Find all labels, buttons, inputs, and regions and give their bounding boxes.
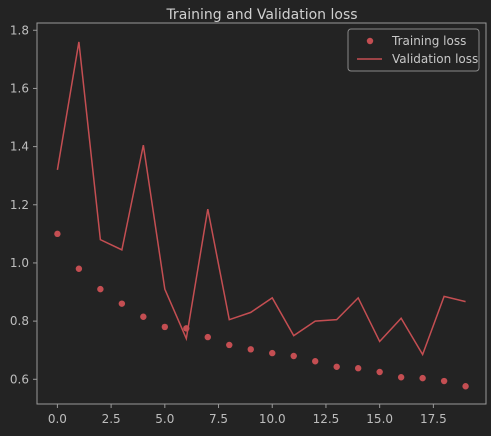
- x-tick-label: 17.5: [420, 412, 447, 426]
- data-point-training-loss: [440, 377, 448, 385]
- data-point-training-loss: [354, 365, 362, 372]
- plot-frame: [36, 22, 487, 405]
- data-point-training-loss: [226, 341, 233, 349]
- legend-marker-training-loss: [366, 37, 374, 45]
- x-tick-label: 15.0: [366, 412, 393, 426]
- legend-label-validation-loss: Validation loss: [392, 52, 478, 66]
- x-tick-label: 5.0: [155, 412, 174, 426]
- data-point-training-loss: [333, 363, 340, 370]
- data-point-training-loss: [462, 383, 469, 390]
- x-tick-label: 10.0: [259, 412, 286, 426]
- y-tick-label: 1.0: [10, 256, 29, 270]
- data-point-training-loss: [290, 352, 297, 360]
- y-tick-label: 1.8: [10, 23, 29, 37]
- series-line-validation-loss: [56, 41, 466, 357]
- y-tick-label: 0.6: [10, 372, 29, 386]
- y-tick-label: 0.8: [10, 314, 29, 328]
- chart-title: Training and Validation loss: [165, 7, 357, 23]
- data-point-training-loss: [247, 346, 254, 353]
- data-point-training-loss: [118, 300, 126, 307]
- y-tick-label: 1.4: [10, 140, 29, 154]
- data-point-training-loss: [54, 230, 61, 238]
- plot-area: 0.0 2.5 5.0 7.5 10.0 12.5 15.0 17.5 0.6 0.8 1.0 1.…: [10, 22, 487, 426]
- x-axis: 0.0 2.5 5.0 7.5 10.0 12.5 15.0 17.5: [48, 404, 447, 426]
- legend: Training loss Validation loss: [347, 28, 480, 72]
- data-point-training-loss: [161, 323, 169, 331]
- x-tick-label: 7.5: [209, 412, 228, 426]
- legend-box: [347, 28, 480, 72]
- x-tick-label: 2.5: [102, 412, 121, 426]
- data-point-training-loss: [140, 313, 147, 320]
- legend-label-training-loss: Training loss: [391, 34, 466, 48]
- data-point-training-loss: [269, 349, 276, 357]
- x-tick-label: 0.0: [48, 412, 67, 426]
- data-point-training-loss: [204, 333, 211, 341]
- data-point-training-loss: [419, 374, 426, 382]
- y-axis: 0.6 0.8 1.0 1.2 1.4 1.6 1.8: [10, 23, 37, 386]
- data-point-training-loss: [376, 368, 383, 376]
- y-tick-label: 1.6: [10, 81, 29, 95]
- data-point-training-loss: [75, 265, 83, 272]
- data-point-training-loss: [97, 285, 104, 293]
- data-point-training-loss: [397, 374, 405, 381]
- x-tick-label: 12.5: [313, 412, 340, 426]
- y-tick-label: 1.2: [10, 198, 29, 212]
- data-point-training-loss: [312, 358, 319, 365]
- series-layer: [54, 41, 469, 390]
